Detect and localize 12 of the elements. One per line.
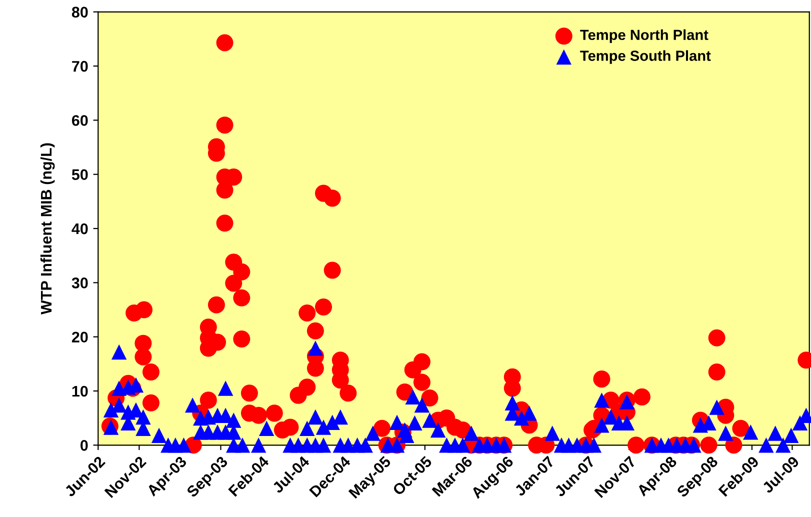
y-tick-label: 20 [72, 332, 88, 343]
legend-label: Tempe South Plant [580, 50, 711, 64]
y-axis-title: WTP Influent MIB (ng/L) [40, 143, 55, 314]
y-tick-label: 60 [72, 115, 88, 126]
y-tick-label: 30 [72, 278, 88, 288]
y-tick-label: 70 [72, 60, 88, 72]
y-tick-label: 10 [72, 386, 88, 397]
y-tick-label: 50 [72, 169, 88, 180]
y-tick-label: 0 [80, 440, 88, 451]
y-tick-label: 40 [72, 223, 88, 234]
y-tick-label: 80 [72, 6, 88, 18]
legend-label: Tempe North Plant [580, 29, 708, 43]
